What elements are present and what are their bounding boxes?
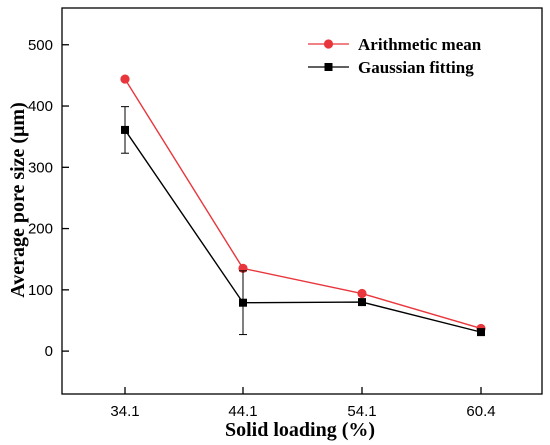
x-tick-label: 44.1 [228,403,257,420]
y-axis-title: Average pore size (μm) [7,102,29,298]
legend-label-gaussian-fitting: Gaussian fitting [358,58,474,77]
data-point [120,74,130,84]
data-point [239,298,247,307]
series-layer [120,74,486,337]
legend-marker-gaussian-fitting [324,63,333,71]
y-tick-label: 300 [28,159,53,176]
plot-frame [61,7,543,395]
legend-label-arithmetic-mean: Arithmetic mean [358,35,482,54]
x-tick-label: 60.4 [466,403,495,420]
data-point [358,298,366,307]
y-tick-label: 400 [28,98,53,115]
data-point [121,125,129,134]
legend: Arithmetic mean Gaussian fitting [308,35,482,77]
x-axis-title: Solid loading (%) [225,419,375,441]
y-tick-label: 100 [28,282,53,299]
y-tick-label: 0 [45,343,53,360]
x-axis-ticks: 34.1 44.1 54.1 60.4 [110,387,496,420]
series-line [124,78,482,330]
y-tick-label: 500 [28,37,53,54]
y-axis-ticks: 0 100 200 300 400 500 [28,37,69,360]
series-line [124,129,482,333]
x-tick-label: 54.1 [347,403,376,420]
data-point [357,288,367,299]
legend-marker-arithmetic-mean [323,39,334,49]
x-tick-label: 34.1 [110,403,139,420]
y-tick-label: 200 [28,221,53,238]
data-point [477,328,485,337]
